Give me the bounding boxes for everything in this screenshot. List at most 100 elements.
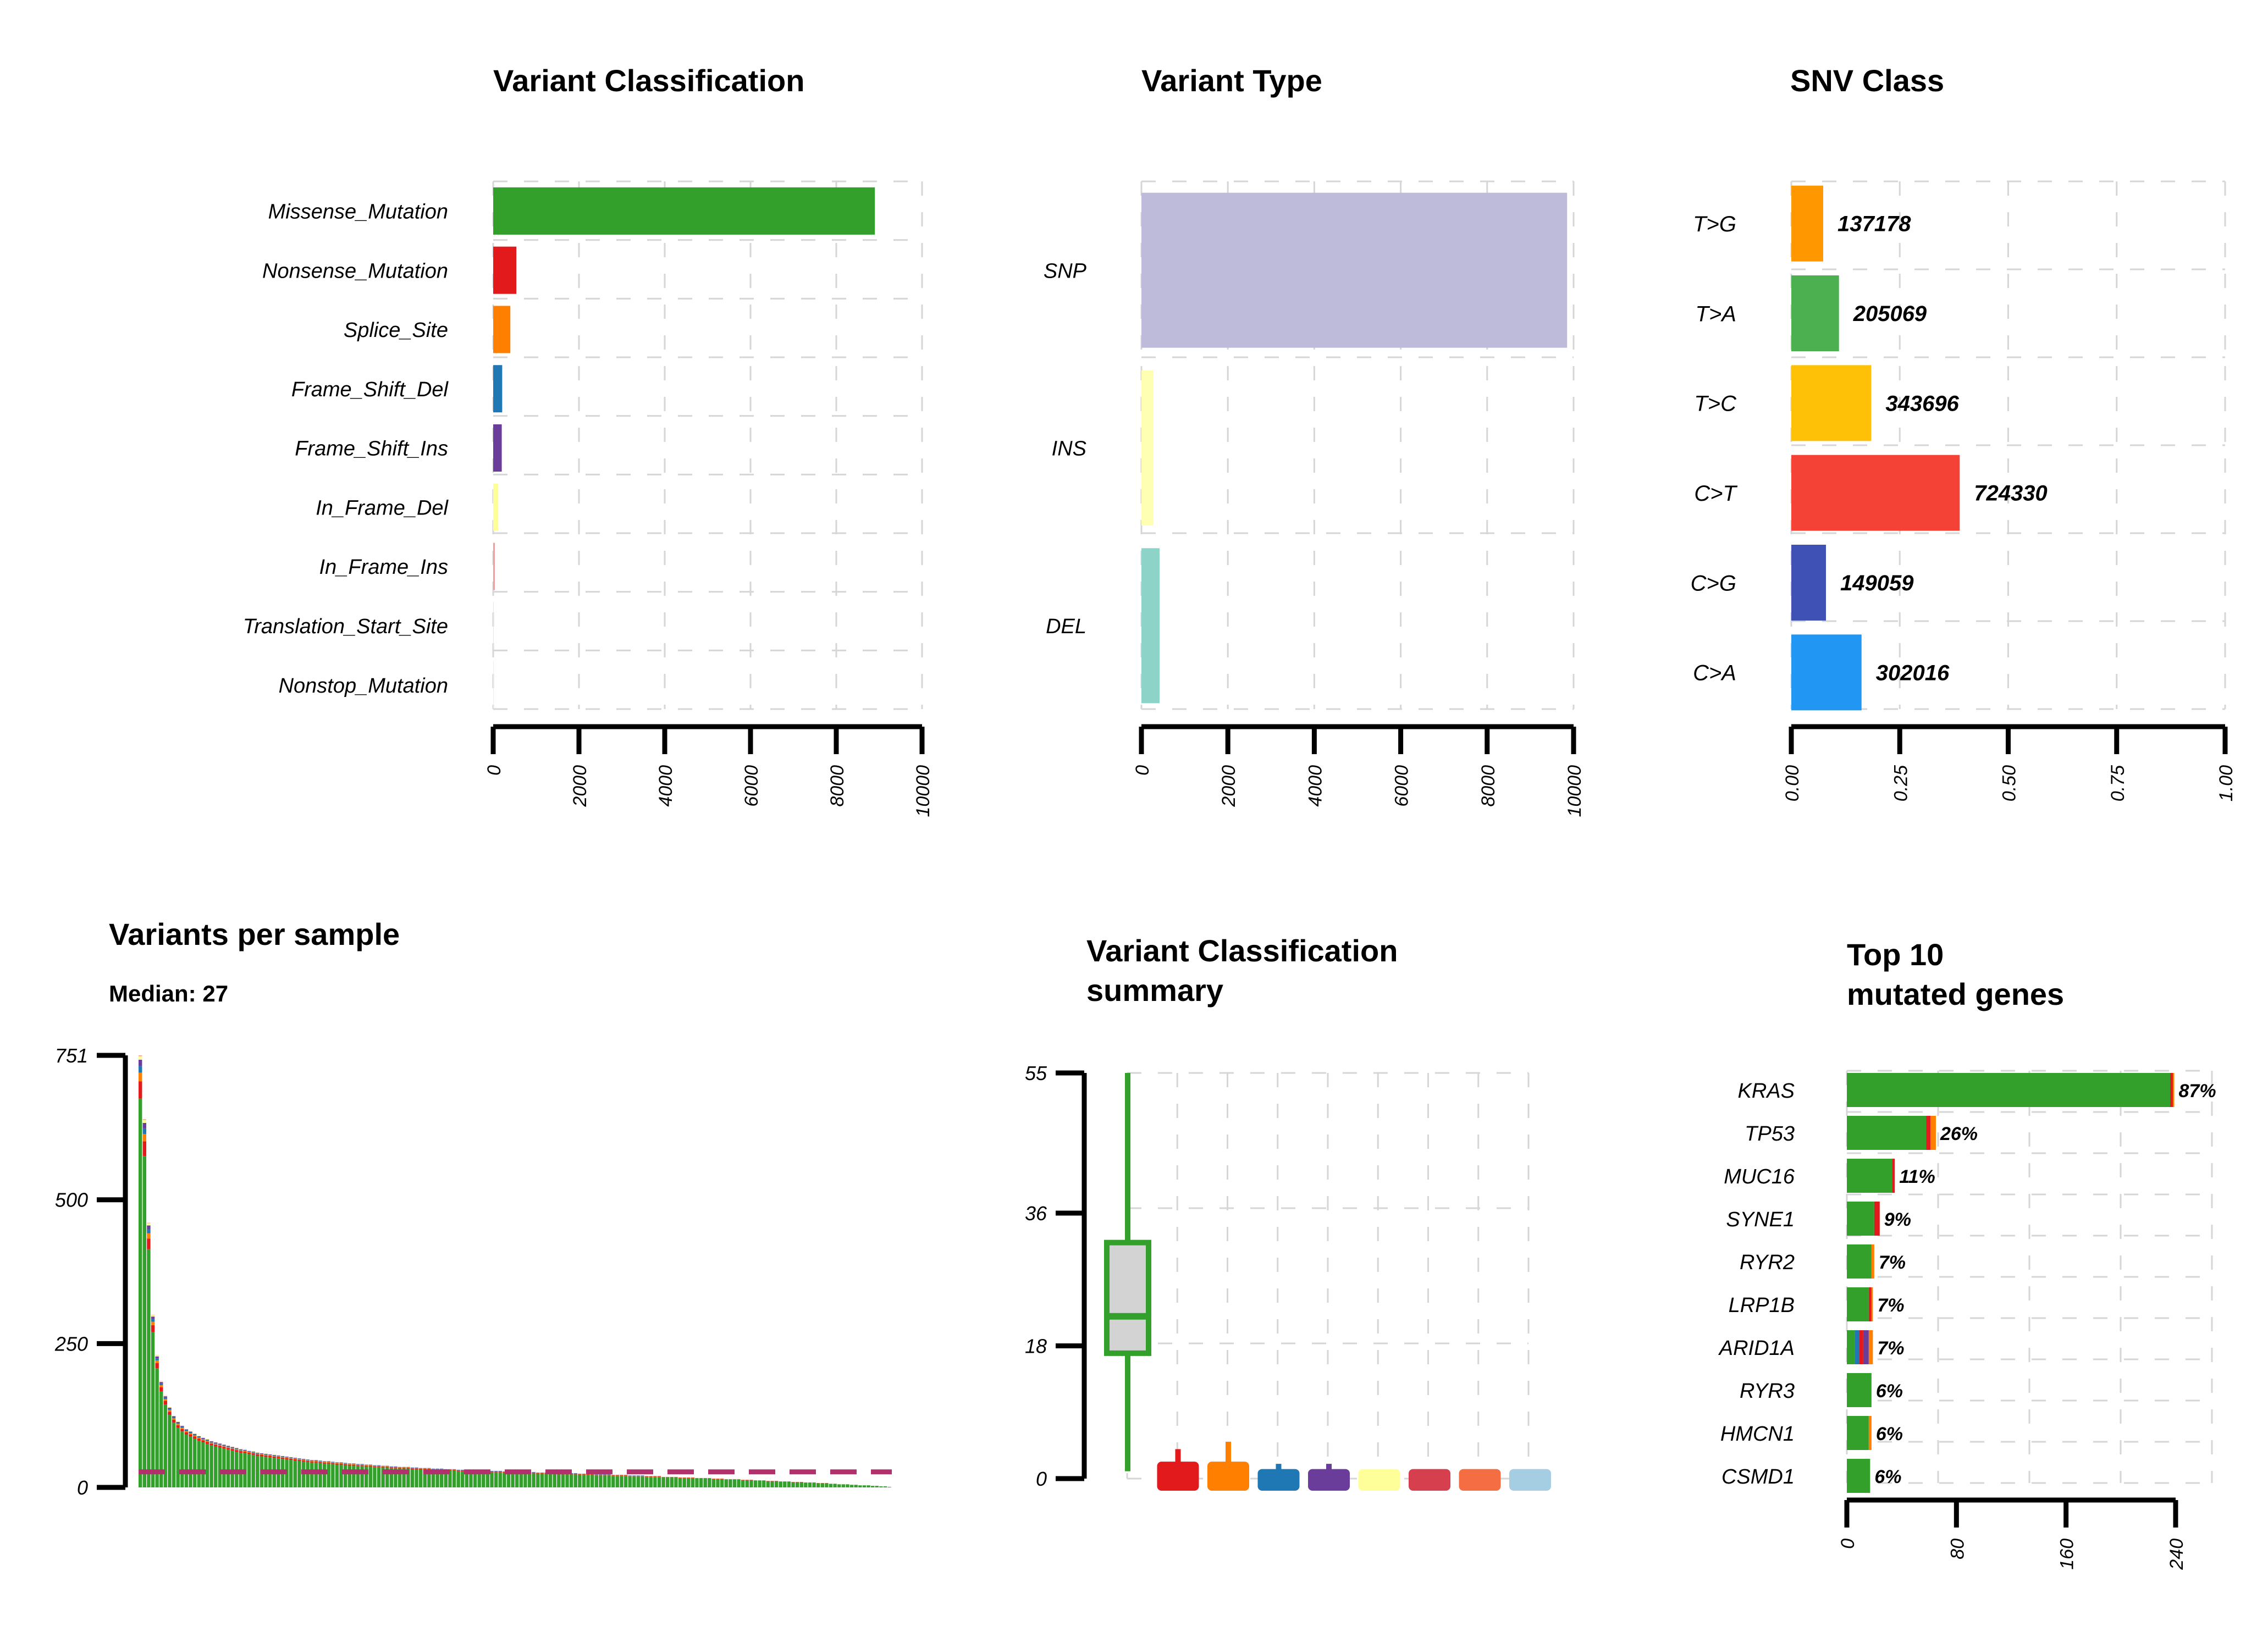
stacked-bar-segment bbox=[322, 1462, 327, 1464]
stacked-bar-segment bbox=[703, 1478, 707, 1487]
panel-title: Variant Classification summary bbox=[1086, 933, 1406, 1008]
stacked-bar-segment bbox=[423, 1468, 427, 1469]
stacked-bar-segment bbox=[418, 1468, 423, 1469]
stacked-bar-segment bbox=[720, 1479, 724, 1487]
stacked-bar-segment bbox=[277, 1457, 280, 1459]
stacked-bar-segment bbox=[548, 1474, 553, 1487]
stacked-bar-segment bbox=[716, 1479, 720, 1487]
bar bbox=[493, 365, 503, 413]
stacked-bar-segment bbox=[331, 1464, 335, 1487]
stacked-bar-segment bbox=[201, 1437, 205, 1438]
stacked-bar-segment bbox=[611, 1476, 615, 1487]
stacked-bar-segment bbox=[536, 1473, 540, 1474]
stacked-bar-segment bbox=[318, 1463, 322, 1487]
stacked-bar-segment bbox=[201, 1439, 205, 1441]
stacked-bar-segment bbox=[389, 1467, 394, 1469]
stacked-bar-segment bbox=[368, 1467, 373, 1487]
stacked-bar-segment bbox=[870, 1486, 875, 1487]
stacked-bar-segment bbox=[423, 1469, 427, 1487]
stacked-bar-segment bbox=[251, 1454, 255, 1487]
panel-title-line-2: mutated genes bbox=[1847, 977, 2064, 1011]
category-label: SNP bbox=[1044, 259, 1087, 283]
stacked-bar-segment bbox=[214, 1446, 218, 1487]
stacked-bar-segment bbox=[381, 1467, 385, 1468]
stacked-bar-segment bbox=[184, 1429, 189, 1430]
stacked-bar-segment bbox=[1926, 1116, 1930, 1150]
x-tick-label: 6000 bbox=[741, 765, 762, 807]
stacked-bar-segment bbox=[180, 1427, 184, 1429]
data-label: 6% bbox=[1874, 1467, 1901, 1487]
stacked-bar-segment bbox=[201, 1442, 205, 1487]
stacked-bar-segment bbox=[582, 1475, 586, 1487]
stacked-bar-segment bbox=[301, 1461, 306, 1487]
category-label: In_Frame_Ins bbox=[319, 556, 448, 579]
stacked-bar-segment bbox=[398, 1467, 402, 1468]
stacked-bar-segment bbox=[151, 1315, 155, 1317]
stacked-bar-segment bbox=[557, 1474, 561, 1487]
category-label: C>G bbox=[1691, 571, 1736, 595]
stacked-bar-segment bbox=[189, 1434, 192, 1437]
stacked-bar-segment bbox=[218, 1446, 222, 1448]
stacked-bar-segment bbox=[339, 1464, 343, 1487]
stacked-bar-segment bbox=[787, 1481, 791, 1487]
stacked-bar-segment bbox=[732, 1479, 737, 1480]
stacked-bar-segment bbox=[591, 1474, 594, 1475]
stacked-bar-segment bbox=[247, 1452, 251, 1453]
stacked-bar-segment bbox=[243, 1449, 247, 1450]
stacked-bar-segment bbox=[297, 1458, 301, 1459]
panel-snv-class: SNV Class T>G 137178 T>A 205069 T>C 343696 C>T… bbox=[1691, 63, 2237, 801]
bar bbox=[493, 424, 502, 472]
stacked-bar-segment bbox=[335, 1463, 339, 1464]
stacked-bar-segment bbox=[235, 1448, 239, 1449]
stacked-bar-segment bbox=[515, 1473, 519, 1487]
stacked-bar-segment bbox=[402, 1468, 406, 1469]
category-label: Nonsense_Mutation bbox=[262, 259, 448, 283]
stacked-bar-segment bbox=[343, 1463, 347, 1464]
stacked-bar-segment bbox=[293, 1460, 297, 1487]
stacked-bar-segment bbox=[356, 1464, 360, 1465]
stacked-bar-segment bbox=[724, 1479, 728, 1487]
stacked-bar-segment bbox=[239, 1449, 243, 1450]
stacked-bar-segment bbox=[176, 1424, 180, 1425]
stacked-bar-segment bbox=[503, 1472, 506, 1473]
stacked-bar-segment bbox=[205, 1443, 209, 1487]
stacked-bar-segment bbox=[729, 1479, 732, 1487]
stacked-bar-segment bbox=[448, 1469, 452, 1470]
category-label: C>A bbox=[1693, 661, 1736, 685]
stacked-bar-segment bbox=[644, 1476, 649, 1478]
stacked-bar-segment bbox=[222, 1446, 226, 1447]
bar bbox=[1791, 634, 1862, 711]
stacked-bar-segment bbox=[737, 1479, 741, 1480]
stacked-bar-segment bbox=[699, 1478, 703, 1487]
bar bbox=[493, 543, 495, 590]
stacked-bar-segment bbox=[222, 1447, 226, 1449]
stacked-bar-segment bbox=[327, 1463, 330, 1487]
stacked-bar-segment bbox=[192, 1434, 197, 1435]
stacked-bar-segment bbox=[1892, 1159, 1895, 1193]
stacked-bar-segment bbox=[251, 1453, 255, 1455]
stacked-bar-segment bbox=[365, 1467, 368, 1487]
gene-label: MUC16 bbox=[1724, 1165, 1795, 1188]
stacked-bar-segment bbox=[402, 1469, 406, 1487]
stacked-bar-segment bbox=[327, 1462, 330, 1464]
stacked-bar-segment bbox=[837, 1484, 841, 1487]
bar bbox=[1791, 455, 1960, 531]
stacked-bar-segment bbox=[280, 1457, 285, 1459]
stacked-bar-segment bbox=[498, 1471, 502, 1472]
stacked-bar-segment bbox=[829, 1484, 833, 1487]
stacked-bar-segment bbox=[184, 1431, 189, 1432]
stacked-bar-segment bbox=[385, 1467, 389, 1468]
x-tick-label: 1.00 bbox=[2216, 765, 2237, 801]
stacked-bar-segment bbox=[381, 1465, 385, 1467]
stacked-bar-segment bbox=[155, 1363, 159, 1369]
stacked-bar-segment bbox=[151, 1325, 155, 1332]
stacked-bar-segment bbox=[858, 1485, 862, 1487]
stacked-bar-segment bbox=[398, 1468, 402, 1469]
stacked-bar-segment bbox=[172, 1423, 176, 1487]
stacked-bar-segment bbox=[732, 1479, 737, 1487]
stacked-bar-segment bbox=[142, 1120, 147, 1123]
stacked-bar-segment bbox=[218, 1447, 222, 1487]
stacked-bar-segment bbox=[758, 1480, 761, 1487]
x-tick-label: 80 bbox=[1947, 1539, 1968, 1559]
stacked-bar-segment bbox=[385, 1468, 389, 1487]
